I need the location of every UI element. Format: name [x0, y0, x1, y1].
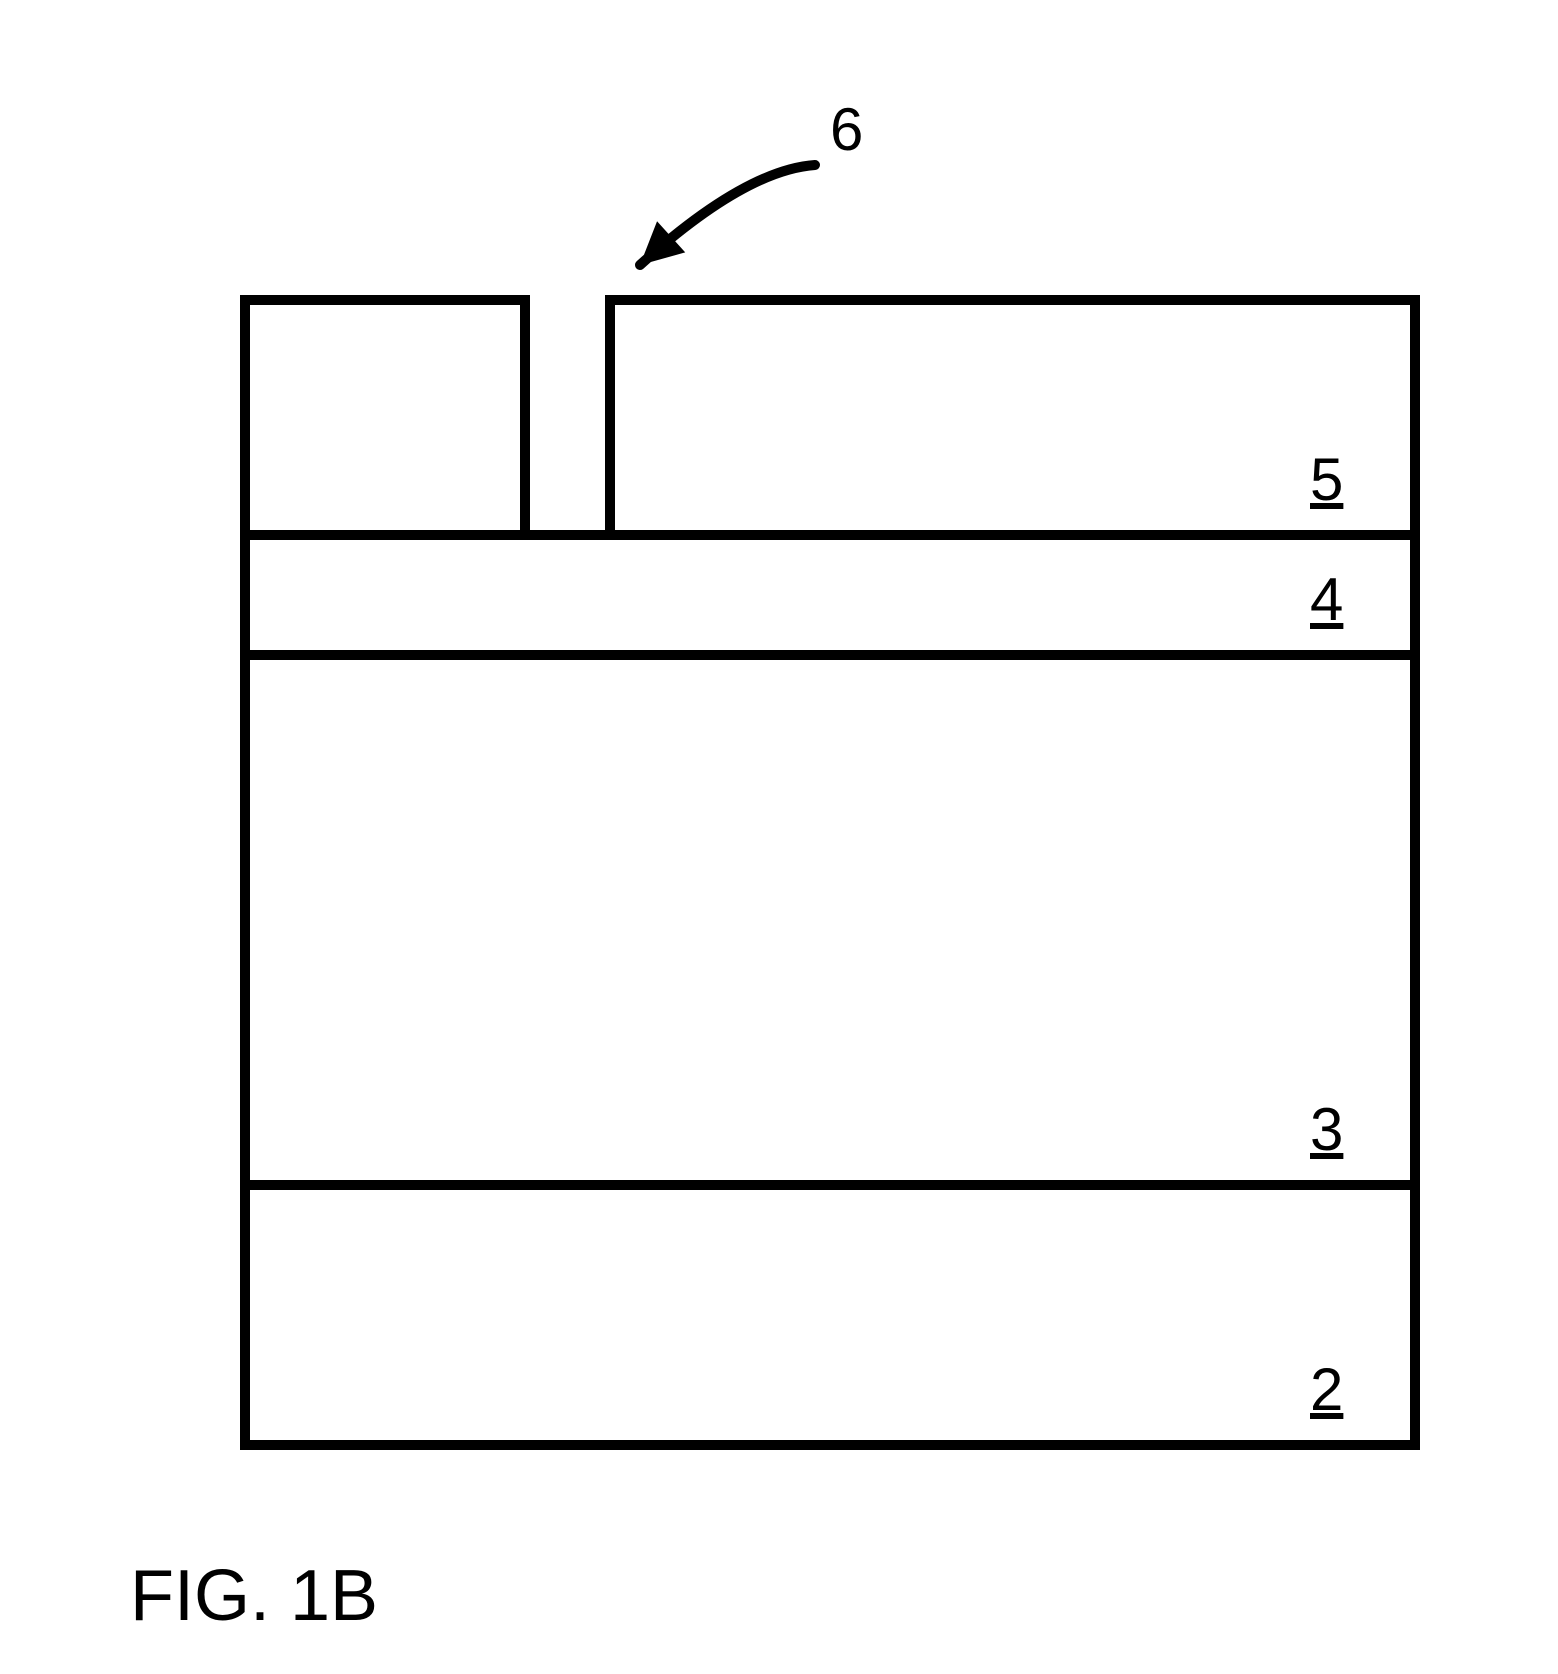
callout-6-arrow: [0, 0, 1558, 1674]
diagram-canvas: 23456FIG. 1B: [0, 0, 1558, 1674]
figure-caption: FIG. 1B: [130, 1555, 378, 1637]
